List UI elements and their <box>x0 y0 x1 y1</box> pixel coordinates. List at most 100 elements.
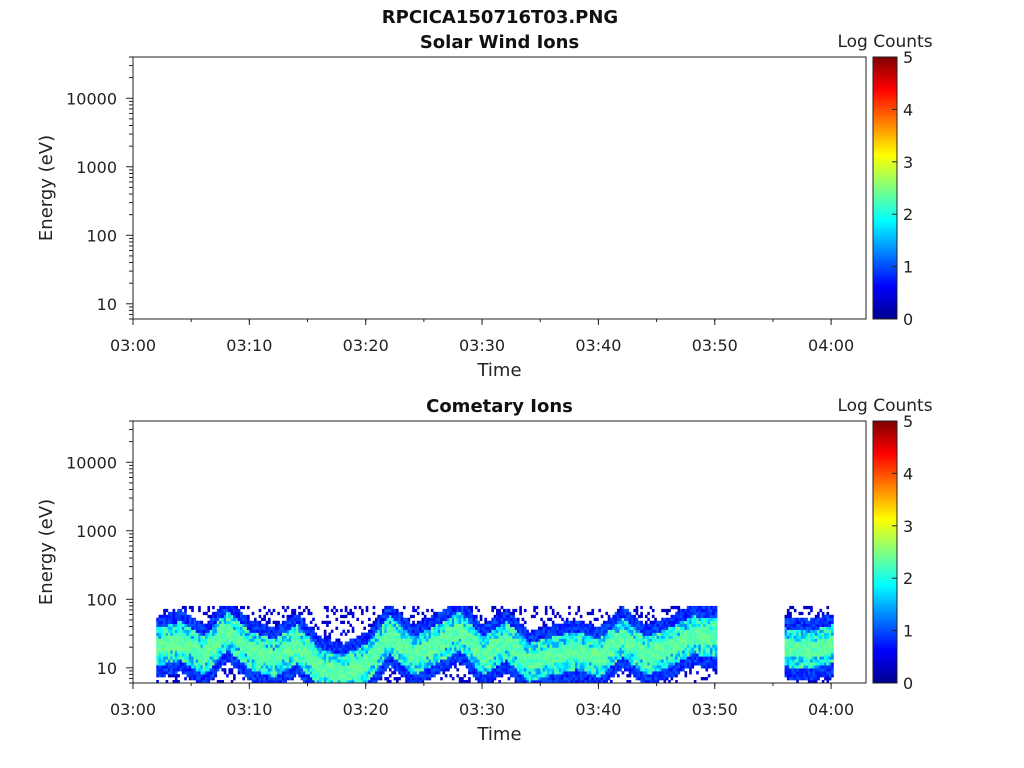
spectrogram-cell <box>209 635 213 639</box>
spectrogram-cell <box>235 611 239 616</box>
spectrogram-cell <box>463 617 467 622</box>
spectrogram-cell <box>400 635 404 639</box>
spectrogram-cell <box>540 635 543 639</box>
spectrogram-cell <box>365 644 369 648</box>
spectrogram-cell <box>644 626 648 630</box>
spectrogram-cell <box>619 644 622 648</box>
spectrogram-cell <box>228 632 232 636</box>
spectrogram-cell <box>305 650 308 654</box>
spectrogram-cell <box>442 671 446 675</box>
spectrogram-cell <box>479 635 483 639</box>
spectrogram-cell <box>623 632 627 636</box>
spectrogram-cell <box>456 641 460 645</box>
spectrogram-cell <box>379 626 383 630</box>
spectrogram-cell <box>570 632 574 636</box>
spectrogram-cell <box>351 656 355 660</box>
spectrogram-cell <box>540 674 543 678</box>
spectrogram-cell <box>267 635 271 639</box>
spectrogram-cell <box>509 635 513 639</box>
spectrogram-cell <box>156 626 159 630</box>
spectrogram-cell <box>300 629 304 633</box>
spectrogram-cell <box>575 644 578 648</box>
spectrogram-cell <box>544 656 548 660</box>
spectrogram-cell <box>209 614 213 619</box>
spectrogram-cell <box>628 629 632 633</box>
spectrogram-cell <box>514 644 518 648</box>
spectrogram-cell <box>244 665 248 669</box>
spectrogram-cell <box>370 623 373 627</box>
spectrogram-cell <box>686 662 690 666</box>
spectrogram-cell <box>316 680 320 684</box>
spectrogram-cell <box>689 644 692 648</box>
spectrogram-cell <box>533 671 536 675</box>
spectrogram-cell <box>237 620 241 625</box>
spectrogram-cell <box>516 662 520 666</box>
spectrogram-cell <box>512 617 515 622</box>
spectrogram-cell <box>209 671 213 675</box>
spectrogram-cell <box>284 635 287 639</box>
spectrogram-cell <box>677 614 681 619</box>
spectrogram-cell <box>572 653 576 657</box>
spectrogram-cell <box>430 617 434 622</box>
spectrogram-cell <box>544 650 548 654</box>
spectrogram-cell <box>244 620 248 625</box>
spectrogram-cell <box>442 647 446 651</box>
spectrogram-cell <box>312 659 315 663</box>
spectrogram-cell <box>174 674 178 678</box>
spectrogram-cell <box>270 647 273 651</box>
spectrogram-cell <box>305 674 308 678</box>
spectrogram-cell <box>228 656 232 660</box>
spectrogram-cell <box>416 668 420 672</box>
spectrogram-cell <box>184 617 187 622</box>
spectrogram-cell <box>630 620 634 625</box>
spectrogram-cell <box>300 674 304 678</box>
spectrogram-cell <box>451 611 455 616</box>
spectrogram-cell <box>584 635 588 639</box>
spectrogram-cell <box>400 614 404 619</box>
spectrogram-cell <box>505 632 508 636</box>
spectrogram-cell <box>533 614 536 619</box>
spectrogram-cell <box>516 665 520 669</box>
spectrogram-cell <box>177 641 180 645</box>
spectrogram-cell <box>179 650 183 654</box>
spectrogram-cell <box>591 608 595 613</box>
spectrogram-cell <box>158 641 162 645</box>
spectrogram-cell <box>526 677 529 681</box>
spectrogram-cell <box>554 644 557 648</box>
spectrogram-cell <box>630 656 634 660</box>
spectrogram-cell <box>610 623 613 627</box>
spectrogram-cell <box>598 659 602 663</box>
spectrogram-cell <box>270 674 273 678</box>
spectrogram-cell <box>312 653 315 657</box>
spectrogram-cell <box>516 671 520 675</box>
spectrogram-cell <box>230 626 234 630</box>
spectrogram-cell <box>381 626 385 630</box>
spectrogram-cell <box>577 659 581 663</box>
spectrogram-cell <box>254 644 257 648</box>
spectrogram-cell <box>312 632 315 636</box>
spectrogram-cell <box>249 662 252 666</box>
spectrogram-cell <box>563 650 567 654</box>
spectrogram-cell <box>505 653 508 657</box>
spectrogram-cell <box>379 653 383 657</box>
spectrogram-cell <box>447 626 450 630</box>
spectrogram-cell <box>293 620 297 625</box>
spectrogram-cell <box>372 638 376 642</box>
spectrogram-cell <box>307 611 311 616</box>
spectrogram-cell <box>507 635 511 639</box>
spectrogram-cell <box>463 608 467 613</box>
spectrogram-cell <box>295 623 299 627</box>
spectrogram-cell <box>502 629 506 633</box>
spectrogram-cell <box>347 656 350 660</box>
spectrogram-cell <box>191 653 194 657</box>
spectrogram-cell <box>293 623 297 627</box>
spectrogram-cell <box>549 650 553 654</box>
spectrogram-cell <box>675 614 678 619</box>
spectrogram-cell <box>537 626 541 630</box>
spectrogram-cell <box>254 647 257 651</box>
spectrogram-cell <box>472 662 476 666</box>
spectrogram-cell <box>677 659 681 663</box>
spectrogram-cell <box>216 617 220 622</box>
spectrogram-cell <box>584 674 588 678</box>
spectrogram-cell <box>328 656 332 660</box>
